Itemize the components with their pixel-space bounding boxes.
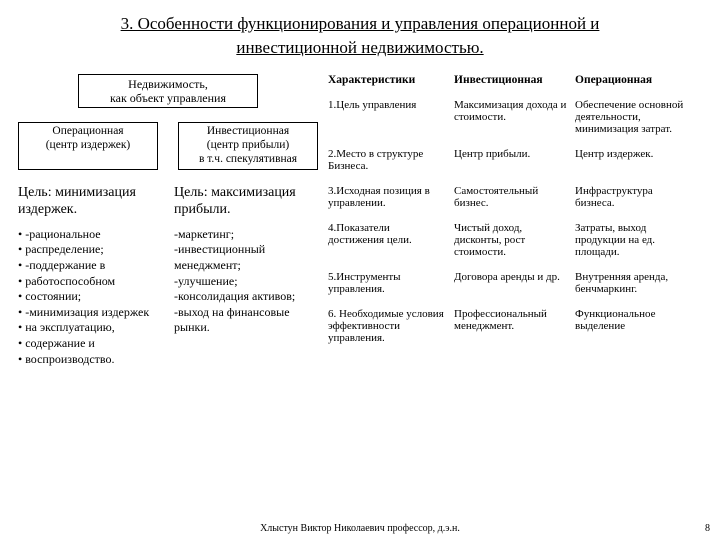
bullet-item: -минимизация издержек	[18, 305, 162, 321]
r6c3: Функциональное выделение	[575, 308, 690, 344]
r2c3: Центр издержек.	[575, 148, 690, 172]
th-investment: Инвестиционная	[454, 74, 569, 86]
comparison-table: Характеристики Инвестиционная Операционн…	[328, 74, 702, 344]
r6c2: Профессиональный менеджмент.	[454, 308, 569, 344]
r1c1: 1.Цель управления	[328, 99, 448, 135]
list-right-item: -консолидация активов;	[174, 289, 318, 305]
list-right-item: -выход на финансовые рынки.	[174, 305, 318, 336]
content: Недвижимость, как объект управления Опер…	[18, 74, 702, 368]
goal-right: Цель: максимизация прибыли.	[174, 184, 318, 219]
bullet-item: -поддержание в	[18, 258, 162, 274]
box-investment: Инвестиционная (центр прибыли) в т.ч. сп…	[178, 122, 318, 169]
r4c3: Затраты, выход продукции на ед. площади.	[575, 222, 690, 258]
box-left-l1: Операционная	[52, 125, 123, 137]
title-line-2: инвестиционной недвижимостью.	[236, 38, 483, 57]
left-column: Недвижимость, как объект управления Опер…	[18, 74, 318, 368]
top-box: Недвижимость, как объект управления	[78, 74, 258, 109]
title-line-1: 3. Особенности функционирования и управл…	[121, 14, 600, 33]
r4c2: Чистый доход, дисконты, рост стоимости.	[454, 222, 569, 258]
top-box-l1: Недвижимость,	[128, 77, 208, 91]
list-left: -рациональноераспределение;-поддержание …	[18, 227, 162, 367]
bullet-item: работоспособном	[18, 274, 162, 290]
box-left-l2: (центр издержек)	[46, 139, 131, 151]
right-column: Характеристики Инвестиционная Операционн…	[328, 74, 702, 368]
bullet-item: распределение;	[18, 242, 162, 258]
r3c3: Инфраструктура бизнеса.	[575, 185, 690, 209]
two-boxes: Операционная (центр издержек) Инвестицио…	[18, 122, 318, 169]
th-operational: Операционная	[575, 74, 690, 86]
goal-left: Цель: минимизация издержек.	[18, 184, 162, 219]
page-number: 8	[705, 523, 710, 534]
r2c1: 2.Место в структуре Бизнеса.	[328, 148, 448, 172]
r6c1: 6. Необходимые условия эффективности упр…	[328, 308, 448, 344]
list-right: -маркетинг;-инвестиционный менеджмент;-у…	[174, 227, 318, 367]
top-box-l2: как объект управления	[110, 91, 226, 105]
th-characteristics: Характеристики	[328, 74, 448, 86]
list-right-item: -инвестиционный менеджмент;	[174, 242, 318, 273]
goals-row: Цель: минимизация издержек. Цель: максим…	[18, 184, 318, 219]
bullet-item: на эксплуатацию,	[18, 320, 162, 336]
r5c1: 5.Инструменты управления.	[328, 271, 448, 295]
r1c2: Максимизация дохода и стоимости.	[454, 99, 569, 135]
box-right-l3: в т.ч. спекулятивная	[199, 153, 297, 165]
r5c3: Внутренняя аренда, бенчмаркинг.	[575, 271, 690, 295]
list-right-item: -улучшение;	[174, 274, 318, 290]
box-operational: Операционная (центр издержек)	[18, 122, 158, 169]
r2c2: Центр прибыли.	[454, 148, 569, 172]
footer-author: Хлыстун Виктор Николаевич профессор, д.э…	[0, 523, 720, 534]
bullet-item: содержание и	[18, 336, 162, 352]
page-title: 3. Особенности функционирования и управл…	[18, 12, 702, 60]
list-right-item: -маркетинг;	[174, 227, 318, 243]
bullet-item: воспроизводство.	[18, 352, 162, 368]
bullet-item: состоянии;	[18, 289, 162, 305]
r4c1: 4.Показатели достижения цели.	[328, 222, 448, 258]
r5c2: Договора аренды и др.	[454, 271, 569, 295]
box-right-l1: Инвестиционная	[207, 125, 289, 137]
bullets-left: -рациональноераспределение;-поддержание …	[18, 227, 162, 367]
r3c2: Самостоятельный бизнес.	[454, 185, 569, 209]
r1c3: Обеспечение основной деятельности, миним…	[575, 99, 690, 135]
box-right-l2: (центр прибыли)	[207, 139, 289, 151]
lists-row: -рациональноераспределение;-поддержание …	[18, 227, 318, 367]
r3c1: 3.Исходная позиция в управлении.	[328, 185, 448, 209]
bullet-item: -рациональное	[18, 227, 162, 243]
